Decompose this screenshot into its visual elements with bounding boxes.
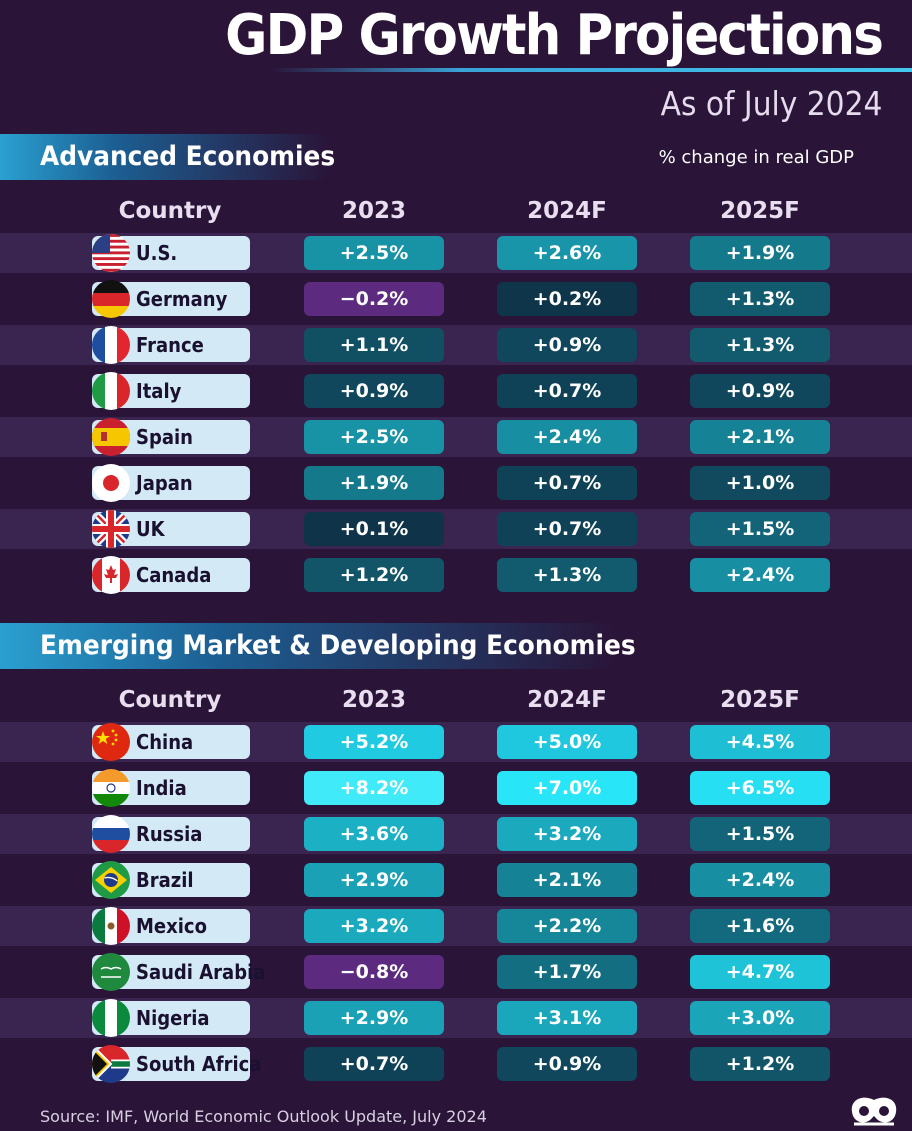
value-cell: +1.5%	[690, 512, 830, 546]
value-cell: +2.1%	[690, 420, 830, 454]
canada-flag-icon	[92, 556, 130, 594]
value-cell: +1.6%	[690, 909, 830, 943]
value-cell: +2.4%	[497, 420, 637, 454]
value-cell: +0.7%	[497, 512, 637, 546]
value-cell: −0.2%	[304, 282, 444, 316]
country-name: France	[136, 333, 204, 357]
value-cell: +5.2%	[304, 725, 444, 759]
value-cell: +0.9%	[304, 374, 444, 408]
column-header-2025f: 2025F	[720, 687, 800, 713]
value-cell: +1.1%	[304, 328, 444, 362]
country-name: India	[136, 776, 187, 800]
value-cell: +2.6%	[497, 236, 637, 270]
south-africa-flag-icon	[92, 1045, 130, 1083]
section-title: Emerging Market & Developing Economies	[40, 630, 636, 661]
source-note: Source: IMF, World Economic Outlook Upda…	[40, 1107, 487, 1126]
value-cell: +2.5%	[304, 420, 444, 454]
page-title: GDP Growth Projections	[225, 3, 884, 68]
country-name: Nigeria	[136, 1006, 210, 1030]
value-cell: +1.9%	[690, 236, 830, 270]
column-header-country: Country	[118, 687, 222, 713]
column-header-2023: 2023	[341, 687, 406, 713]
value-cell: +1.3%	[690, 282, 830, 316]
section-band	[0, 623, 620, 669]
column-header-country: Country	[118, 198, 222, 224]
value-cell: +1.3%	[497, 558, 637, 592]
country-name: Canada	[136, 563, 212, 587]
japan-flag-icon	[92, 464, 130, 502]
saudi-arabia-flag-icon	[92, 953, 130, 991]
value-cell: +3.2%	[497, 817, 637, 851]
value-cell: +2.9%	[304, 863, 444, 897]
value-cell: +0.2%	[497, 282, 637, 316]
russia-flag-icon	[92, 815, 130, 853]
nigeria-flag-icon	[92, 999, 130, 1037]
country-name: Mexico	[136, 914, 207, 938]
value-cell: +3.0%	[690, 1001, 830, 1035]
country-name: Brazil	[136, 868, 194, 892]
germany-flag-icon	[92, 280, 130, 318]
value-cell: +1.2%	[304, 558, 444, 592]
value-cell: +3.1%	[497, 1001, 637, 1035]
country-name: U.S.	[136, 241, 178, 265]
country-name: Saudi Arabia	[136, 960, 266, 984]
country-name: Spain	[136, 425, 193, 449]
value-cell: +2.5%	[304, 236, 444, 270]
us-flag-icon	[92, 234, 130, 272]
title-underline	[270, 68, 912, 72]
italy-flag-icon	[92, 372, 130, 410]
unit-note: % change in real GDP	[658, 147, 854, 168]
mexico-flag-icon	[92, 907, 130, 945]
value-cell: +3.6%	[304, 817, 444, 851]
value-cell: −0.8%	[304, 955, 444, 989]
value-cell: +0.9%	[497, 1047, 637, 1081]
country-name: Russia	[136, 822, 203, 846]
section-band	[0, 134, 330, 180]
value-cell: +4.5%	[690, 725, 830, 759]
china-flag-icon	[92, 723, 130, 761]
column-header-2023: 2023	[341, 198, 406, 224]
uk-flag-icon	[92, 510, 130, 548]
value-cell: +3.2%	[304, 909, 444, 943]
column-header-2024f: 2024F	[527, 198, 607, 224]
value-cell: +6.5%	[690, 771, 830, 805]
france-flag-icon	[92, 326, 130, 364]
value-cell: +5.0%	[497, 725, 637, 759]
value-cell: +1.0%	[690, 466, 830, 500]
value-cell: +2.2%	[497, 909, 637, 943]
india-flag-icon	[92, 769, 130, 807]
value-cell: +0.7%	[497, 466, 637, 500]
country-name: Japan	[136, 471, 193, 495]
country-name: Germany	[136, 287, 228, 311]
value-cell: +2.4%	[690, 558, 830, 592]
value-cell: +0.7%	[304, 1047, 444, 1081]
country-name: South Africa	[136, 1052, 262, 1076]
value-cell: +4.7%	[690, 955, 830, 989]
brazil-flag-icon	[92, 861, 130, 899]
brand-logo-icon	[851, 1097, 897, 1126]
value-cell: +0.7%	[497, 374, 637, 408]
page-subtitle: As of July 2024	[660, 84, 882, 123]
section-title: Advanced Economies	[40, 141, 336, 172]
value-cell: +0.9%	[497, 328, 637, 362]
country-name: Italy	[136, 379, 182, 403]
value-cell: +7.0%	[497, 771, 637, 805]
value-cell: +2.4%	[690, 863, 830, 897]
column-header-2025f: 2025F	[720, 198, 800, 224]
value-cell: +0.9%	[690, 374, 830, 408]
column-header-2024f: 2024F	[527, 687, 607, 713]
value-cell: +1.5%	[690, 817, 830, 851]
country-name: China	[136, 730, 194, 754]
spain-flag-icon	[92, 418, 130, 456]
value-cell: +0.1%	[304, 512, 444, 546]
value-cell: +1.9%	[304, 466, 444, 500]
value-cell: +1.7%	[497, 955, 637, 989]
value-cell: +1.2%	[690, 1047, 830, 1081]
value-cell: +2.9%	[304, 1001, 444, 1035]
value-cell: +1.3%	[690, 328, 830, 362]
value-cell: +2.1%	[497, 863, 637, 897]
value-cell: +8.2%	[304, 771, 444, 805]
country-name: UK	[136, 517, 165, 541]
